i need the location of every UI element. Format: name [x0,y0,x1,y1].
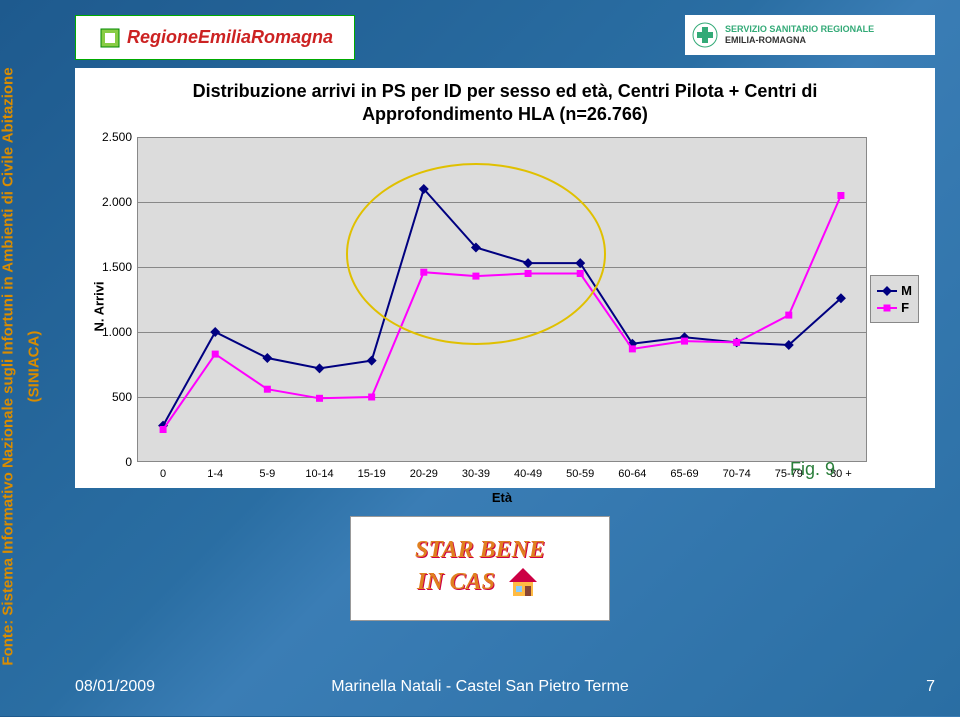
x-tick-label: 15-19 [358,468,386,480]
footer-author: Marinella Natali - Castel San Pietro Ter… [331,678,629,696]
region-logo: RegioneEmiliaRomagna [75,15,355,60]
x-tick-label: 5-9 [259,468,275,480]
x-tick-label: 50-59 [566,468,594,480]
x-tick-label: 40-49 [514,468,542,480]
region-icon [97,25,123,51]
legend-item-m: M [877,283,912,298]
health-cross-icon [691,21,719,49]
y-tick-label: 1.000 [97,325,132,339]
health-service-logo: SERVIZIO SANITARIO REGIONALE EMILIA-ROMA… [685,15,935,55]
y-tick-label: 1.500 [97,260,132,274]
highlight-ellipse [346,163,607,345]
x-tick-label: 30-39 [462,468,490,480]
house-icon [503,564,543,600]
x-tick-label: 20-29 [410,468,438,480]
x-tick-label: 60-64 [618,468,646,480]
footer-page-number: 7 [926,678,935,696]
chart-legend: M F [870,275,919,323]
source-citation-line1: Fonte: Sistema Informativo Nazionale sug… [0,17,17,717]
chart-plot-area: N. Arrivi 05001.0001.5002.0002.50001-45-… [137,137,867,462]
y-tick-label: 0 [97,455,132,469]
footer-date: 08/01/2009 [75,678,155,696]
chart-container: Distribuzione arrivi in PS per ID per se… [75,68,935,488]
legend-item-f: F [877,300,912,315]
x-tick-label: 1-4 [207,468,223,480]
source-citation-line2: (SINIACA) [26,331,43,403]
y-tick-label: 2.000 [97,195,132,209]
campaign-logo: STAR BENE IN CAS [350,516,610,621]
x-axis-label: Età [137,490,867,505]
x-tick-label: 70-74 [723,468,751,480]
x-tick-label: 65-69 [670,468,698,480]
figure-number: Fig. 9 [790,459,835,480]
x-tick-label: 0 [160,468,166,480]
y-tick-label: 2.500 [97,130,132,144]
chart-title: Distribuzione arrivi in PS per ID per se… [93,80,917,127]
x-tick-label: 10-14 [305,468,333,480]
y-tick-label: 500 [97,390,132,404]
